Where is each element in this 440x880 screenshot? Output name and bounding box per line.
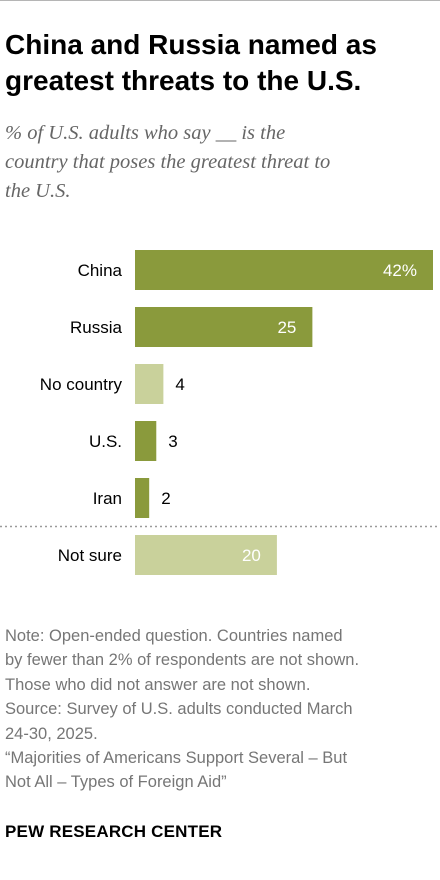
- top-rule: [0, 0, 440, 1]
- source-line: Source: Survey of U.S. adults conducted …: [5, 700, 353, 719]
- subtitle-line: % of U.S. adults who say __ is the: [5, 122, 286, 144]
- title-line: greatest threats to the U.S.: [5, 65, 362, 96]
- subtitle-line: country that poses the greatest threat t…: [5, 151, 331, 173]
- source-line: 24-30, 2025.: [5, 724, 98, 743]
- category-label-not-sure: Not sure: [58, 546, 122, 565]
- value-label-u-s: 3: [168, 432, 177, 451]
- value-label-iran: 2: [161, 489, 170, 508]
- category-label-u-s: U.S.: [89, 432, 122, 451]
- chart-title: China and Russia named as greatest threa…: [5, 27, 435, 99]
- bar-not-sure: [135, 535, 277, 575]
- report-title-line: “Majorities of Americans Support Several…: [5, 749, 348, 768]
- note-line: Note: Open-ended question. Countries nam…: [5, 627, 343, 645]
- bar-iran: [135, 478, 150, 518]
- subtitle-line: the U.S.: [5, 180, 71, 202]
- report-title-line: Not All – Types of Foreign Aid”: [5, 773, 227, 792]
- bar-no-country: [135, 364, 164, 404]
- category-label-iran: Iran: [93, 489, 122, 508]
- chart-subtitle: % of U.S. adults who say __ is the count…: [5, 119, 437, 206]
- note-line: Those who did not answer are not shown.: [5, 675, 311, 694]
- bar-u-s: [135, 421, 157, 461]
- brand-logo-text: PEW RESEARCH CENTER: [5, 822, 223, 841]
- bar-chart: China 42% Russia 25 No country 4 U.S. 3 Iran 2 Not…: [0, 250, 440, 575]
- value-label-not-sure: 20: [242, 546, 261, 565]
- category-label-china: China: [78, 261, 123, 280]
- title-line: China and Russia named as: [5, 29, 377, 60]
- bar-russia: [135, 307, 313, 347]
- value-label-russia: 25: [277, 318, 296, 337]
- value-label-no-country: 4: [175, 375, 184, 394]
- category-label-no-country: No country: [40, 375, 123, 394]
- value-label-china: 42%: [383, 261, 417, 280]
- category-label-russia: Russia: [70, 318, 123, 337]
- chart-note: Note: Open-ended question. Countries nam…: [5, 624, 437, 795]
- bar-china: [135, 250, 433, 290]
- note-line: by fewer than 2% of respondents are not …: [5, 651, 360, 670]
